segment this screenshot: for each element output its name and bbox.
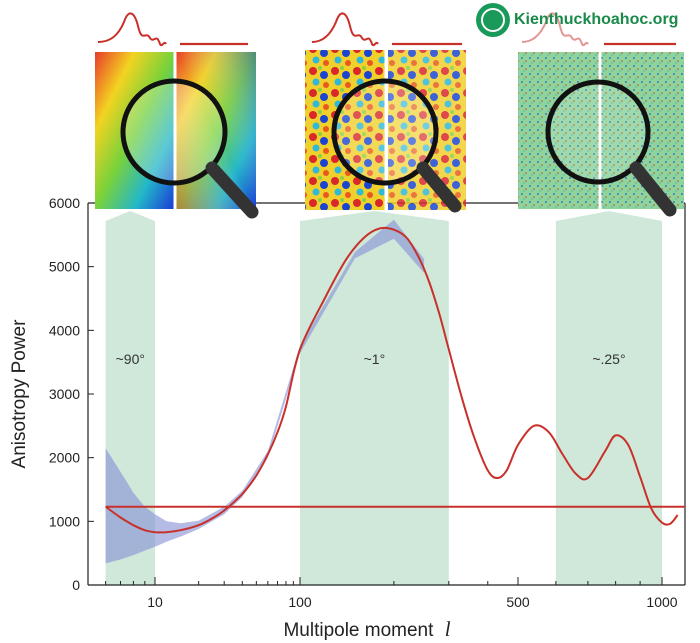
uncertainty-band xyxy=(105,219,425,564)
watermark-logo-icon xyxy=(476,3,510,37)
watermark-brand: Kienthuckhoahoc.org xyxy=(514,11,678,28)
inset-large-scale-spectrum-icon xyxy=(97,12,167,47)
y-tick-label: 2000 xyxy=(49,450,80,466)
magnifier-handle-icon xyxy=(416,161,462,213)
x-axis-label-text: Multipole moment xyxy=(283,620,434,641)
y-tick-label: 4000 xyxy=(49,322,80,338)
inset-one-degree-spectrum-icon xyxy=(311,12,379,47)
x-tick-label: 1000 xyxy=(646,594,677,610)
highlight-bands: ~90° ~1° ~.25° xyxy=(105,211,662,585)
y-tick-label: 0 xyxy=(72,577,80,593)
magnifier-lens xyxy=(545,79,651,185)
magnifier-handle-icon xyxy=(629,161,677,217)
watermark-logo-inner-icon xyxy=(481,8,505,32)
highlight-band xyxy=(300,211,449,585)
highlight-band xyxy=(555,211,662,585)
x-tick-label: 100 xyxy=(288,594,312,610)
y-tick-label: 3000 xyxy=(49,386,80,402)
axis-ticks: 0 1000 2000 3000 4000 5000 6000 10 100 500 1000 xyxy=(49,195,678,610)
watermark-brand-name: Kienthuckhoahoc xyxy=(514,11,648,28)
y-axis-label: Anisotropy Power xyxy=(9,319,30,469)
y-tick-label: 1000 xyxy=(49,513,80,529)
x-tick-label: 500 xyxy=(506,594,530,610)
band-label: ~1° xyxy=(364,351,386,367)
y-tick-label: 5000 xyxy=(49,259,80,275)
y-tick-label: 6000 xyxy=(49,195,80,211)
magnifier-lens xyxy=(120,78,228,186)
x-tick-label: 10 xyxy=(147,594,163,610)
inset-large-scale xyxy=(95,12,259,219)
watermark-brand-tld: .org xyxy=(648,11,678,28)
power-spectrum-curve xyxy=(105,226,679,534)
magnifier-handle-icon xyxy=(205,161,259,219)
inset-one-degree xyxy=(305,12,466,213)
inset-one-degree-map-right xyxy=(388,50,466,210)
inset-small-scale xyxy=(518,12,684,217)
watermark: Kienthuckhoahoc.org xyxy=(476,3,678,37)
band-label: ~90° xyxy=(116,351,145,367)
x-axis-label-symbol: l xyxy=(445,617,451,641)
band-label: ~.25° xyxy=(592,351,625,367)
magnifier-lens xyxy=(331,78,439,186)
inset-small-scale-spectrum-icon xyxy=(521,12,589,47)
x-axis-label: Multipole moment l xyxy=(283,617,450,641)
